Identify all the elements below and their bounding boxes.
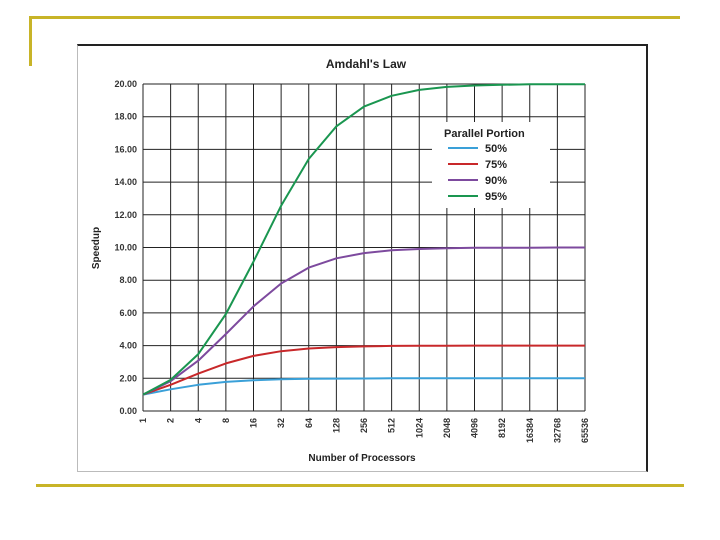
x-tick-label: 8192 (497, 418, 507, 438)
series-lines (142, 83, 585, 396)
series-line-75pct (142, 344, 585, 396)
series-line-95pct (142, 83, 585, 396)
x-tick-label: 65536 (580, 418, 590, 443)
y-axis-ticks: 0.00 2.00 4.00 6.00 8.00 10.00 12.00 14.00 16.00… (114, 79, 137, 416)
chart-title: Amdahl's Law (326, 57, 407, 71)
legend-label: 95% (485, 191, 507, 203)
legend-items: 50% 75% 90% 95% (448, 143, 507, 203)
x-tick-label: 4096 (470, 418, 480, 438)
x-tick-label: 128 (331, 418, 341, 433)
legend-label: 50% (485, 143, 507, 155)
x-tick-label: 2048 (442, 418, 452, 438)
y-tick-label: 4.00 (119, 341, 137, 351)
decorative-left-rule (29, 16, 32, 66)
legend-label: 90% (485, 175, 507, 187)
y-tick-label: 16.00 (114, 144, 137, 154)
x-tick-label: 32768 (552, 418, 562, 443)
chart-frame (77, 44, 648, 472)
x-tick-label: 2 (166, 418, 176, 423)
legend: Parallel Portion 50% 75% 90% 95% (432, 122, 550, 208)
x-tick-label: 64 (304, 418, 314, 428)
y-tick-label: 10.00 (114, 243, 137, 253)
x-tick-label: 16384 (525, 418, 535, 443)
y-tick-label: 0.00 (119, 406, 137, 416)
y-tick-label: 20.00 (114, 79, 137, 89)
decorative-bottom-rule (36, 484, 684, 487)
x-tick-label: 512 (387, 418, 397, 433)
x-tick-label: 8 (221, 418, 231, 423)
series-line-90pct (142, 246, 585, 396)
x-tick-label: 1024 (414, 418, 424, 438)
x-tick-label: 256 (359, 418, 369, 433)
x-tick-label: 32 (276, 418, 286, 428)
y-tick-label: 8.00 (119, 275, 137, 285)
y-tick-label: 14.00 (114, 177, 137, 187)
x-axis-label: Number of Processors (308, 453, 416, 464)
x-tick-label: 16 (249, 418, 259, 428)
y-tick-label: 6.00 (119, 308, 137, 318)
y-tick-label: 18.00 (114, 112, 137, 122)
x-tick-label: 4 (193, 418, 203, 423)
decorative-top-rule (32, 16, 680, 19)
x-axis-ticks: 1 2 4 8 16 32 64 128 256 512 1024 2048 4096 8192 16384… (138, 418, 590, 443)
series-line-50pct (142, 377, 585, 396)
y-tick-label: 12.00 (114, 210, 137, 220)
y-axis-label: Speedup (91, 227, 102, 269)
legend-label: 75% (485, 159, 507, 171)
x-tick-label: 1 (138, 418, 148, 423)
legend-title: Parallel Portion (444, 128, 525, 140)
y-tick-label: 2.00 (119, 373, 137, 383)
